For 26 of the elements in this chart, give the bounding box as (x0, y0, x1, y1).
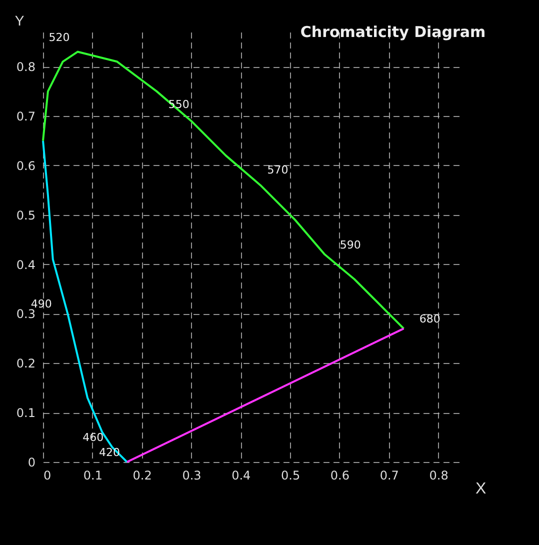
y-tick-label: 0.6 (16, 158, 36, 173)
annotation: 680 (419, 312, 440, 326)
annotation: 590 (340, 238, 361, 252)
annotation: 570 (267, 164, 288, 177)
x-tick-label: 0.6 (330, 468, 350, 482)
x-tick-label: 0.7 (380, 468, 399, 482)
x-tick-label: 0.4 (232, 468, 251, 482)
annotation: 520 (48, 30, 70, 44)
chart-title: Chromaticity Diagram (300, 23, 486, 41)
y-axis-title: Y (14, 12, 25, 28)
x-tick-label: 0 (44, 468, 52, 482)
y-tick-label: 0 (28, 456, 36, 470)
y-tick-label: 0.4 (16, 258, 36, 272)
x-tick-label: 0.5 (281, 468, 300, 482)
y-tick-label: 0.8 (16, 60, 36, 74)
y-tick-label: 0.5 (16, 208, 36, 222)
x-tick-label: 0.2 (132, 468, 152, 482)
x-tick-label: 0.8 (429, 468, 448, 482)
y-tick-label: 0.1 (16, 406, 36, 420)
x-axis-title: X (476, 480, 486, 498)
x-tick-label: 0.3 (182, 468, 202, 482)
y-tick-label: 0.3 (16, 307, 36, 322)
x-tick-label: 0.1 (83, 468, 102, 482)
y-tick-label: 0.7 (16, 110, 36, 124)
annotation: 460 (82, 431, 104, 444)
y-tick-label: 0.2 (16, 356, 36, 371)
